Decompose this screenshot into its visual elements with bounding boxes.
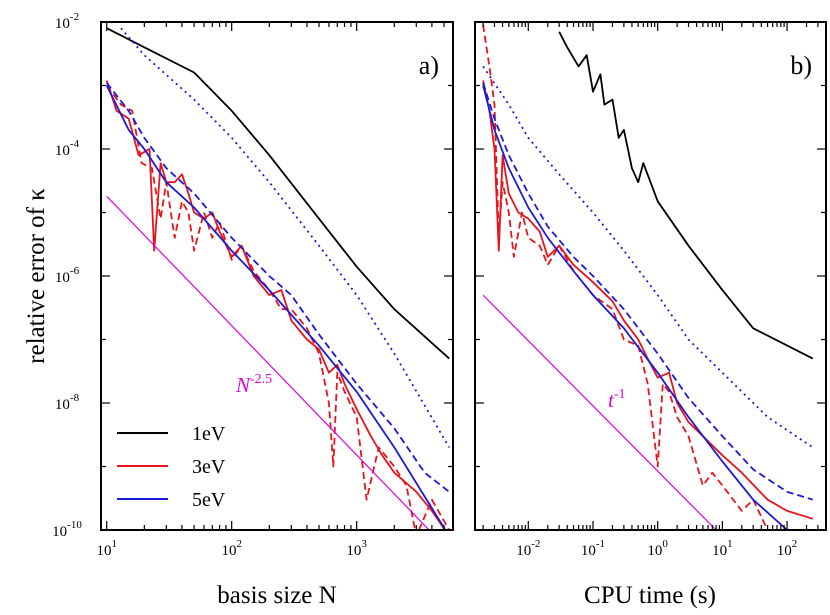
x-tick-label: 101 (96, 538, 117, 559)
y-tick-label: 10-4 (55, 138, 80, 159)
panel-b-label: b) (790, 51, 812, 80)
panel-a-guide-group (106, 195, 430, 530)
legend-label-1ev: 1eV (192, 423, 226, 445)
guide-b-label: t-1 (608, 387, 626, 412)
series-a-2-solid (105, 80, 447, 530)
x-tick-label: 10-1 (581, 538, 605, 559)
x-axis-title-a: basis size N (217, 582, 336, 609)
series-a-1-dotted (120, 27, 450, 448)
series-b-0-solid (558, 31, 814, 360)
series-a-3-dashed (105, 84, 450, 530)
panel-b-frame (474, 21, 827, 531)
panel-a-ticks: 101 102 103 10-2 10-4 10-6 10-8 10-10 (52, 11, 453, 559)
panel-a-label: a) (419, 51, 439, 80)
x-tick-label: 10-2 (516, 538, 540, 559)
guide-line-a (106, 195, 430, 530)
legend-label-5ev: 5eV (192, 489, 226, 511)
legend-label-3ev: 3eV (192, 456, 226, 478)
series-a-0-solid (106, 27, 450, 360)
panel-a: 101 102 103 10-2 10-4 10-6 10-8 10-10 a) basis … (52, 11, 454, 609)
guide-line-b (482, 294, 717, 530)
y-tick-label: 10-6 (55, 265, 80, 286)
x-tick-label: 100 (647, 538, 668, 559)
x-axis-title-b: CPU time (s) (584, 582, 716, 609)
panel-b-guide-group (482, 294, 717, 530)
y-tick-label: 10-10 (52, 519, 82, 540)
panel-b-series (482, 24, 814, 530)
x-tick-label: 102 (221, 538, 242, 559)
guide-a-label: N-2.5 (235, 372, 272, 397)
series-b-2-solid (482, 80, 814, 520)
y-tick-label: 10-8 (55, 392, 80, 413)
y-tick-label: 10-2 (55, 11, 79, 32)
x-tick-label: 103 (346, 538, 367, 559)
legend: 1eV 3eV 5eV (117, 423, 226, 511)
x-tick-label: 102 (777, 538, 798, 559)
series-b-3-dashed (482, 24, 771, 530)
x-tick-label: 101 (712, 538, 733, 559)
panel-b-ticks: 10-2 10-1 100 101 102 (475, 21, 827, 559)
series-a-5-dashed (105, 82, 450, 493)
y-axis-title: relative error of κ (23, 188, 50, 364)
series-b-4-solid (482, 85, 789, 530)
panel-a-frame (100, 21, 454, 531)
series-a-4-solid (105, 85, 447, 530)
series-b-5-dashed (482, 82, 814, 501)
panel-a-series (105, 27, 450, 530)
panel-b: 10-2 10-1 100 101 102 b) CPU time (s) t-1 (474, 21, 827, 609)
